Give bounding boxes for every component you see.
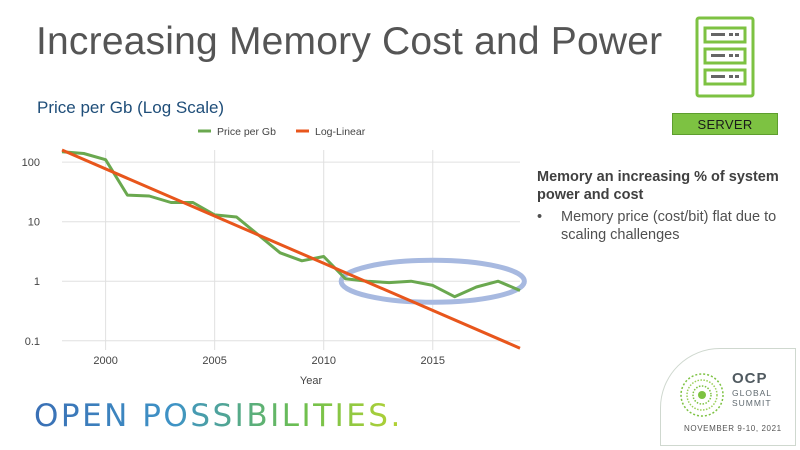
ocp-logo-badge [660,348,796,446]
series-line-log-linear [61,148,521,350]
y-tick-label: 1 [34,276,40,288]
slide-title: Increasing Memory Cost and Power [36,20,663,63]
server-label: SERVER [672,113,778,135]
x-tick-label: 2000 [93,355,117,367]
legend-label: Log-Linear [315,126,366,138]
legend-label: Price per Gb [217,126,276,138]
chart-title: Price per Gb (Log Scale) [37,98,225,117]
logo-summit-text: SUMMIT [732,398,772,408]
logo-ocp-text: OCP [732,370,768,387]
series-line-price-per-gb [61,150,521,299]
y-tick-label: 100 [22,157,40,169]
server-icon [695,16,755,98]
highlight-ellipse [338,257,527,305]
x-axis-title: Year [300,375,323,387]
x-tick-label: 2005 [202,355,226,367]
x-tick-label: 2015 [421,355,445,367]
logo-global-text: GLOBAL [732,388,773,398]
bullet-icon: • [537,209,543,225]
side-bullet: • Memory price (cost/bit) flat due to sc… [537,208,787,244]
side-text: Memory an increasing % of system power a… [537,168,787,244]
price-chart: 100 10 1 0.1 2000 2005 2010 2015 Year Price per G… [22,126,527,387]
y-tick-label: 10 [28,217,40,229]
side-bullet-text: Memory price (cost/bit) flat due to scal… [561,209,777,243]
x-tick-label: 2010 [311,355,335,367]
side-heading: Memory an increasing % of system power a… [537,169,779,203]
footer-tagline: OPEN POSSIBILITIES. [34,398,403,434]
logo-date-text: NOVEMBER 9-10, 2021 [684,424,782,433]
ocp-logo-icon [680,373,724,417]
y-tick-label: 0.1 [25,336,40,348]
